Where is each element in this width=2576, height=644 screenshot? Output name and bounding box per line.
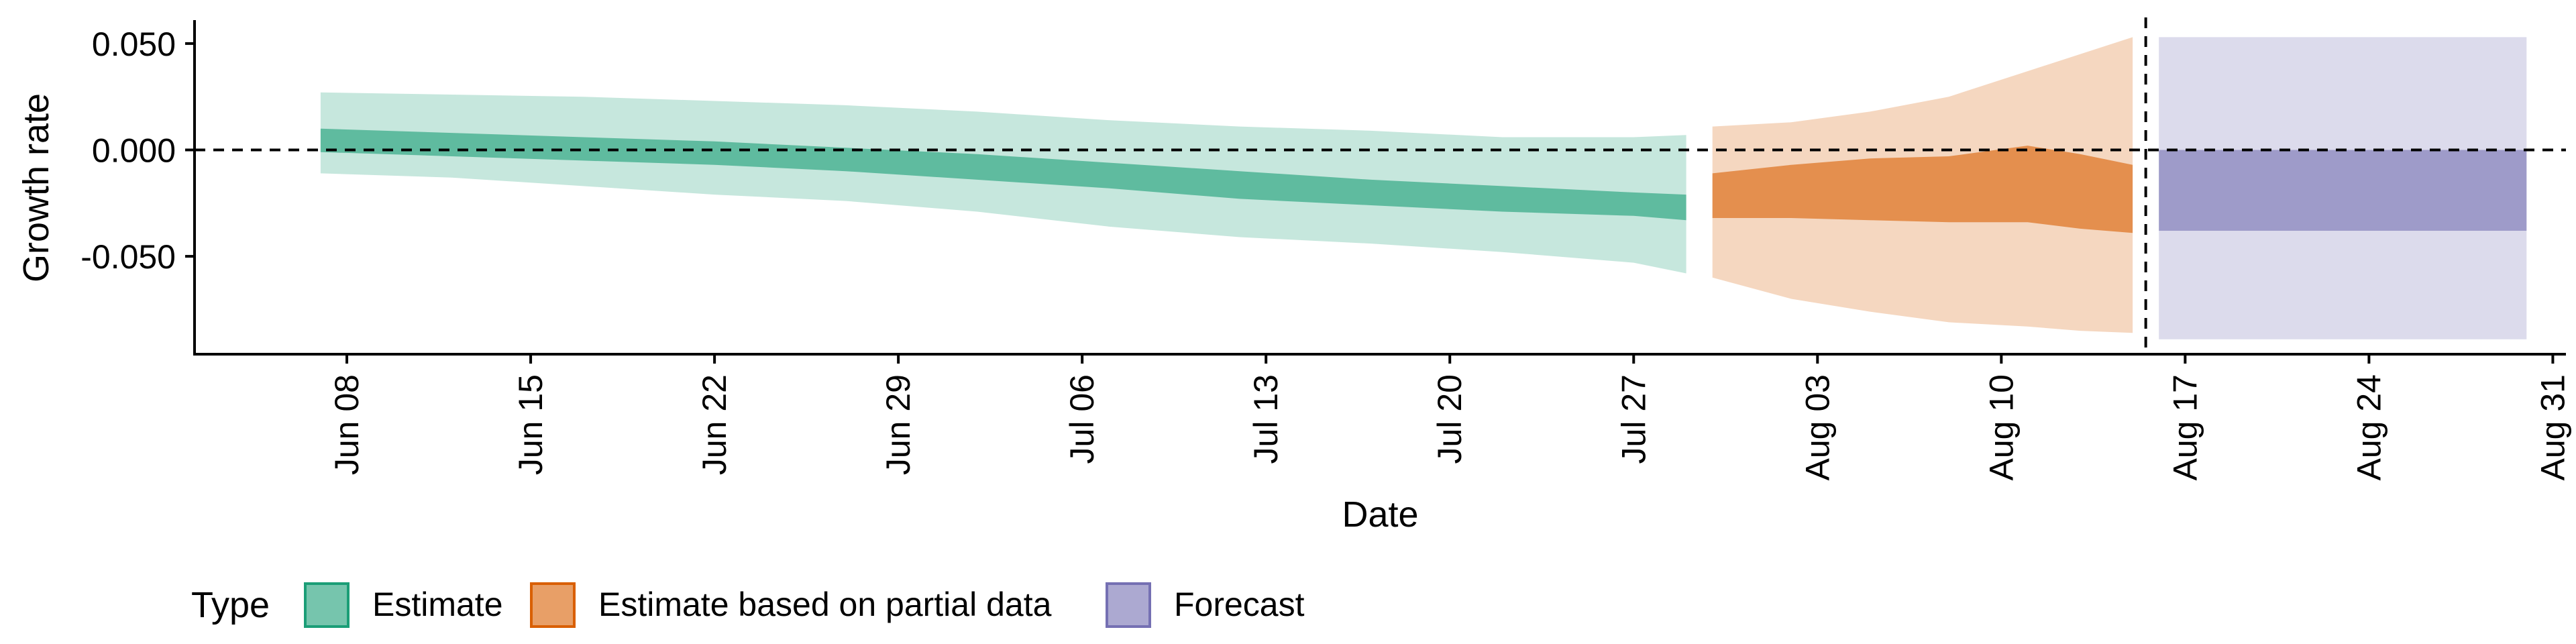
x-ticks: Jun 08 Jun 15 Jun 22 Jun 29 Jul 06 Jul 13 Jul … bbox=[328, 354, 2571, 480]
x-tick-label: Jul 27 bbox=[1615, 374, 1652, 464]
bands-layer bbox=[321, 37, 2526, 339]
x-tick-label: Aug 10 bbox=[1982, 374, 2020, 480]
legend-swatch bbox=[305, 584, 348, 627]
x-tick-label: Jul 13 bbox=[1247, 374, 1285, 464]
legend-item-forecast: Forecast bbox=[1107, 584, 1305, 627]
legend-swatch bbox=[1107, 584, 1150, 627]
x-tick-label: Aug 03 bbox=[1799, 374, 1836, 480]
x-tick-label: Jun 15 bbox=[512, 374, 549, 475]
y-ticks: 0.050 0.000 -0.050 bbox=[80, 25, 195, 276]
x-tick-label: Jun 29 bbox=[879, 374, 917, 475]
legend-label: Estimate based on partial data bbox=[598, 586, 1052, 623]
estimate-outer-band bbox=[321, 93, 1686, 274]
legend-label: Forecast bbox=[1174, 586, 1305, 623]
x-axis-title: Date bbox=[1342, 494, 1418, 535]
series-estimate bbox=[321, 93, 1686, 274]
y-tick-label: 0.050 bbox=[92, 25, 176, 63]
series-forecast bbox=[2159, 37, 2526, 339]
legend-title: Type bbox=[191, 585, 270, 625]
legend-items: Estimate Estimate based on partial data Fo… bbox=[305, 584, 1305, 627]
forecast-inner-band bbox=[2159, 150, 2526, 231]
legend-label: Estimate bbox=[372, 586, 503, 623]
x-tick-label: Aug 31 bbox=[2534, 374, 2571, 480]
legend-item-estimate: Estimate bbox=[305, 584, 503, 627]
x-tick-label: Jun 22 bbox=[696, 374, 733, 475]
x-tick-label: Aug 17 bbox=[2166, 374, 2204, 480]
x-tick-label: Jul 06 bbox=[1063, 374, 1101, 464]
legend-swatch bbox=[531, 584, 574, 627]
y-axis-title: Growth rate bbox=[16, 93, 56, 282]
x-tick-label: Aug 24 bbox=[2350, 374, 2387, 480]
y-tick-label: -0.050 bbox=[80, 238, 176, 276]
x-tick-label: Jun 08 bbox=[328, 374, 366, 475]
series-estimate-based-on-partial-data bbox=[1713, 37, 2133, 333]
x-tick-label: Jul 20 bbox=[1431, 374, 1468, 464]
legend-item-estimate-based-on-partial-data: Estimate based on partial data bbox=[531, 584, 1052, 627]
y-tick-label: 0.000 bbox=[92, 131, 176, 169]
legend: Type Estimate Estimate based on partial d… bbox=[191, 584, 1305, 627]
